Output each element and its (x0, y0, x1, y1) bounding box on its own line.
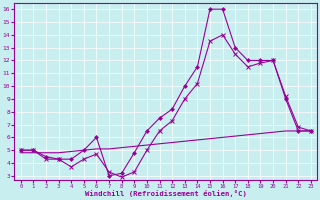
X-axis label: Windchill (Refroidissement éolien,°C): Windchill (Refroidissement éolien,°C) (85, 190, 247, 197)
